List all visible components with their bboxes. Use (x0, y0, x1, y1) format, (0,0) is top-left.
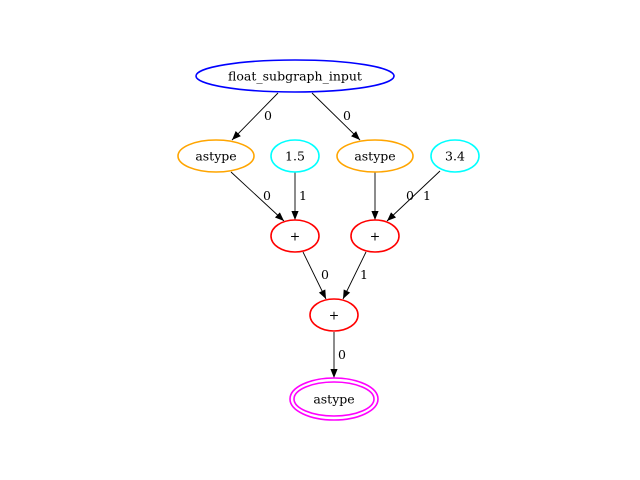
node-label: float_subgraph_input (228, 69, 362, 84)
node-plus2: + (350, 219, 400, 253)
edge-line (231, 92, 279, 141)
edge-label: 0 (343, 108, 351, 123)
edge-label: 1 (423, 188, 431, 203)
edge-line (342, 251, 367, 300)
node-label: + (290, 229, 300, 244)
node-c34: 3.4 (430, 139, 480, 173)
edge-label: 0 (406, 188, 414, 203)
edge-label: 0 (263, 188, 271, 203)
edge-label: 0 (338, 347, 346, 362)
node-label: astype (313, 392, 354, 407)
node-plus3: + (309, 298, 359, 332)
edge-astype2-plus2: 0 (371, 172, 414, 220)
node-ellipse (195, 59, 395, 93)
node-label: 3.4 (445, 149, 465, 164)
node-label: astype (354, 149, 395, 164)
node-ellipse (430, 139, 480, 173)
node-c15: 1.5 (270, 139, 320, 173)
edge-label: 0 (264, 108, 272, 123)
edge-label: 1 (299, 188, 307, 203)
edge-c15-plus1: 1 (291, 172, 307, 220)
node-ellipse (270, 219, 320, 253)
node-ellipse (350, 219, 400, 253)
node-astype1: astype (177, 139, 255, 173)
node-label: + (370, 229, 380, 244)
edge-plus3-output: 0 (330, 332, 346, 378)
edge-input-astype2: 0 (311, 92, 361, 141)
edge-line (230, 171, 285, 222)
node-ellipse (309, 298, 359, 332)
edge-label: 1 (360, 267, 368, 282)
edge-plus1-plus3: 0 (302, 251, 329, 300)
edge-c34-plus2: 1 (386, 170, 441, 222)
node-label: 1.5 (285, 149, 305, 164)
node-label: astype (195, 149, 236, 164)
node-ellipse (289, 377, 379, 421)
node-ellipse (336, 139, 414, 173)
edge-input-astype1: 0 (231, 92, 279, 141)
edge-line (302, 251, 327, 300)
edge-plus2-plus3: 1 (342, 251, 368, 300)
node-inner-ellipse (293, 381, 375, 417)
node-plus1: + (270, 219, 320, 253)
node-input: float_subgraph_input (195, 59, 395, 93)
node-label: + (329, 308, 339, 323)
edges: 0 00 1 0 10 10 (230, 92, 441, 378)
node-ellipse (270, 139, 320, 173)
node-astype2: astype (336, 139, 414, 173)
node-ellipse (177, 139, 255, 173)
edge-line (311, 92, 361, 141)
node-output: astype (289, 377, 379, 421)
edge-astype1-plus1: 0 (230, 171, 285, 222)
edge-label: 0 (321, 267, 329, 282)
edge-line (386, 170, 441, 222)
